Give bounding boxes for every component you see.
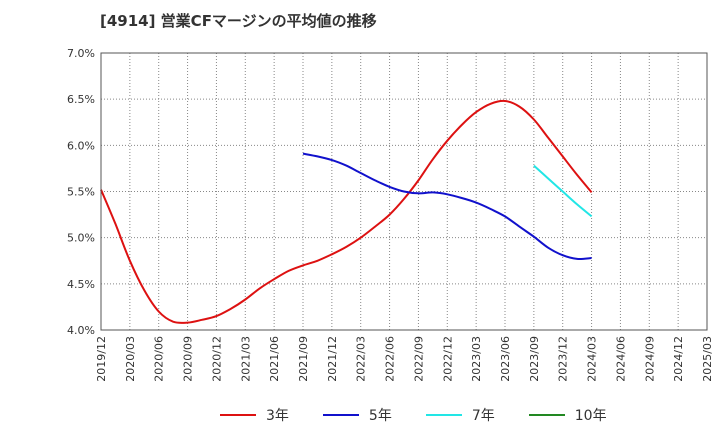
x-tick-label: 2020/09 <box>182 336 195 382</box>
y-tick-label: 5.5% <box>67 186 95 199</box>
x-tick-label: 2023/03 <box>470 336 483 382</box>
legend-item: 5年 <box>322 405 392 425</box>
series-layer <box>100 99 593 324</box>
legend-label: 7年 <box>471 408 495 424</box>
legend-label: 3年 <box>266 408 289 424</box>
series-line-2 <box>302 152 592 261</box>
legend-item: 7年 <box>425 405 495 425</box>
x-tick-label: 2020/03 <box>124 336 137 382</box>
legend-item: 3年 <box>220 405 289 425</box>
x-tick-label: 2020/12 <box>210 336 223 382</box>
legend-label: 10年 <box>574 408 607 424</box>
legend-label: 5年 <box>368 408 392 424</box>
chart-title: [4914] 営業CFマージンの平均値の推移 <box>100 12 377 30</box>
x-tick-label: 2022/06 <box>384 336 397 382</box>
x-tick-label: 2024/09 <box>643 336 656 382</box>
x-tick-label: 2022/09 <box>412 336 425 382</box>
legend-item: 10年 <box>528 405 607 425</box>
x-tick-label: 2020/06 <box>153 336 166 382</box>
x-tick-label: 2024/06 <box>614 336 627 382</box>
y-tick-label: 6.5% <box>67 93 95 106</box>
y-tick-label: 6.0% <box>67 139 95 152</box>
x-tick-label: 2023/09 <box>528 336 541 382</box>
x-tick-label: 2021/09 <box>297 336 310 382</box>
x-tick-label: 2023/12 <box>557 336 570 382</box>
series-line-3 <box>533 164 593 218</box>
legend-swatch <box>528 414 565 416</box>
legend-swatch <box>322 414 359 416</box>
legend-swatch <box>220 414 256 416</box>
legend: 3年 5年 7年 10年 <box>220 404 641 426</box>
y-tick-label: 4.0% <box>67 324 95 337</box>
y-tick-label: 4.5% <box>67 278 95 291</box>
x-tick-label: 2023/06 <box>499 336 512 382</box>
y-tick-label: 5.0% <box>67 232 95 245</box>
x-tick-label: 2022/03 <box>355 336 368 382</box>
x-tick-label: 2022/12 <box>441 336 454 382</box>
plot-frame <box>100 52 708 331</box>
x-tick-label: 2025/03 <box>701 336 714 382</box>
legend-swatch <box>425 414 462 416</box>
x-tick-label: 2021/06 <box>268 336 281 382</box>
x-tick-label: 2024/03 <box>586 336 599 382</box>
x-tick-label: 2019/12 <box>95 336 108 382</box>
series-line-1 <box>100 99 593 324</box>
y-tick-label: 7.0% <box>67 47 95 60</box>
axis-layer: 4.0% 4.5% 5.0% 5.5% 6.0% 6.5% 7.0% 2019/12 2020/… <box>67 47 714 382</box>
x-tick-label: 2021/12 <box>326 336 339 382</box>
x-tick-label: 2024/12 <box>672 336 685 382</box>
x-tick-label: 2021/03 <box>239 336 252 382</box>
